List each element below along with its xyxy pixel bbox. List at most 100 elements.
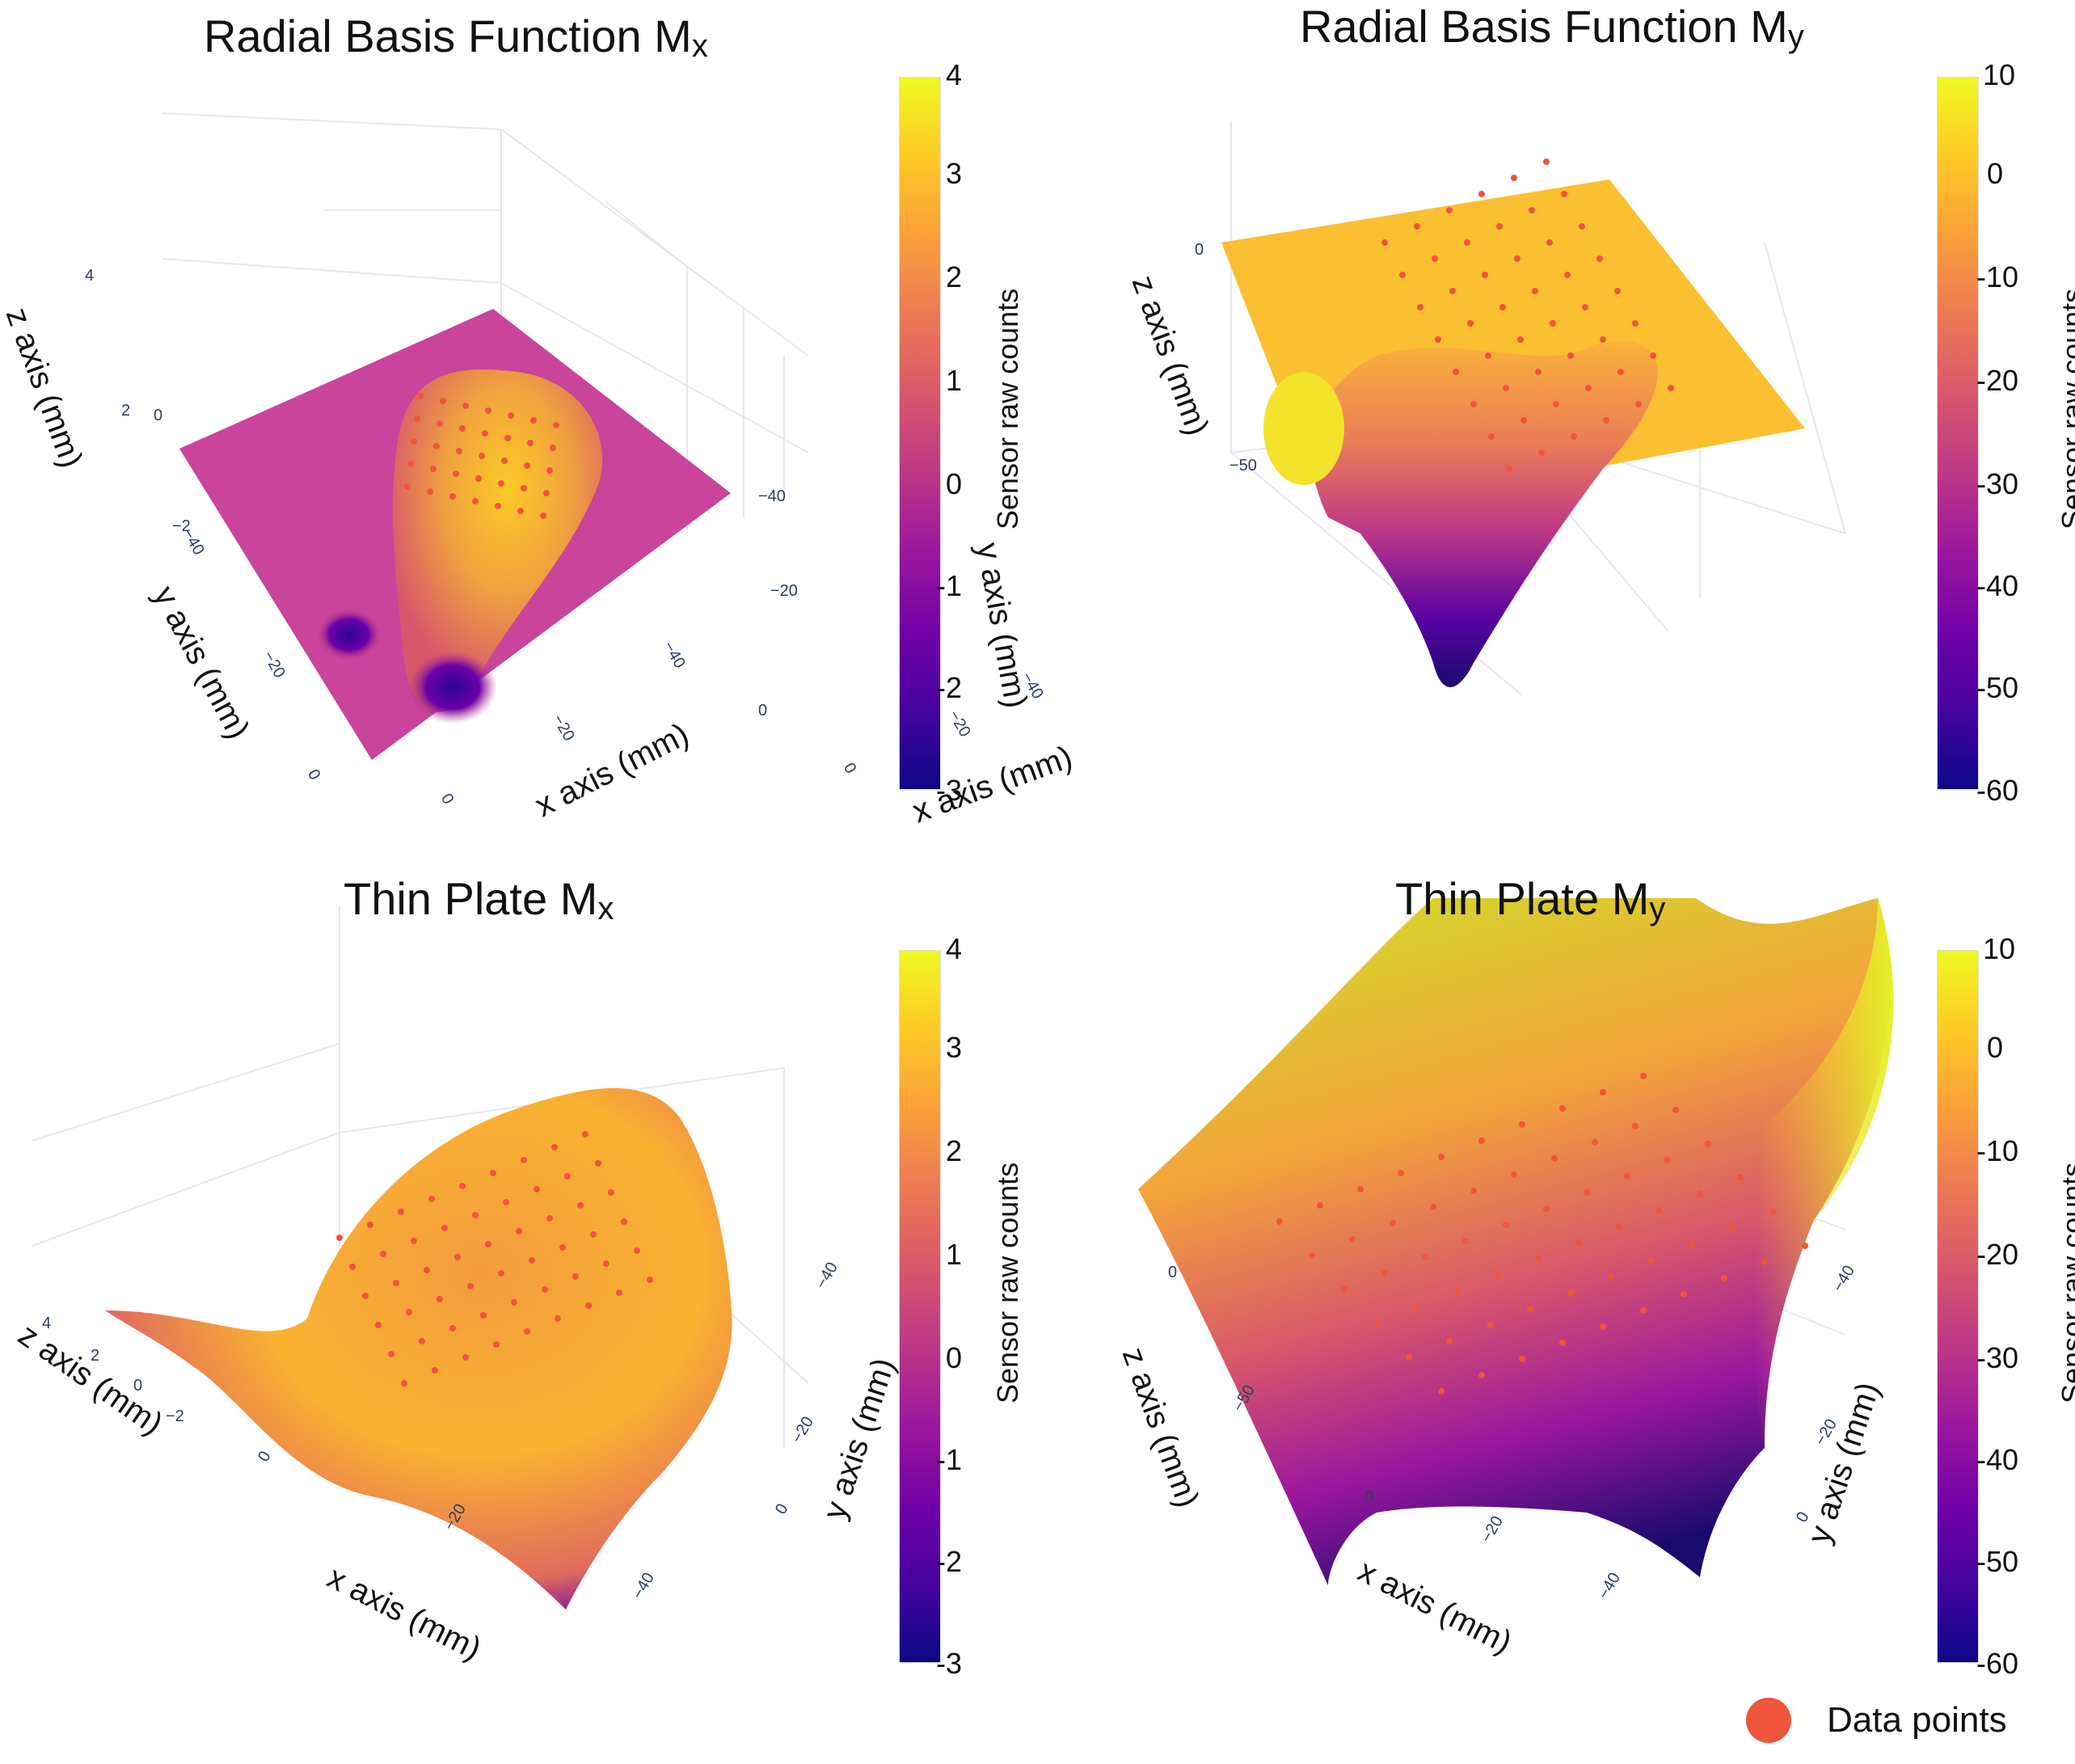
data-point — [1559, 1340, 1566, 1346]
data-point — [1514, 255, 1520, 262]
data-point — [456, 448, 462, 454]
data-point — [479, 453, 485, 459]
y-tick: −40 — [758, 487, 786, 505]
data-point — [380, 1251, 386, 1257]
data-point — [1398, 1170, 1404, 1176]
data-point — [603, 1260, 609, 1267]
data-point — [1309, 1252, 1315, 1259]
z-tick: 0 — [1195, 241, 1204, 259]
data-point — [427, 488, 433, 495]
data-point — [449, 1325, 456, 1331]
data-point — [508, 412, 514, 419]
colorbar-tick: 10 — [1983, 932, 2016, 965]
colorbar-tick: -20 — [1976, 1238, 2019, 1271]
data-point — [367, 1222, 373, 1228]
data-point — [1511, 1171, 1517, 1178]
colorbar-tick: -10 — [1976, 1134, 2019, 1167]
data-point — [417, 393, 424, 399]
data-point — [336, 1234, 343, 1241]
data-point — [440, 398, 446, 404]
data-point — [504, 435, 511, 441]
surface-plot — [32, 906, 809, 1610]
colorbar-tick: -40 — [1976, 569, 2019, 602]
data-points — [1381, 158, 1674, 472]
data-point — [1454, 1288, 1461, 1294]
data-point — [1635, 401, 1642, 407]
data-point — [647, 1277, 653, 1283]
data-point — [1550, 320, 1556, 327]
data-point — [1632, 1123, 1638, 1129]
data-point — [608, 1189, 614, 1196]
colorbar-tick: -3 — [936, 1647, 963, 1680]
colorbar-tick: 3 — [946, 157, 963, 190]
z-tick: −50 — [1229, 457, 1257, 475]
data-point — [1543, 158, 1550, 165]
data-point — [1561, 191, 1567, 197]
data-point — [490, 1170, 496, 1176]
data-point — [1640, 1307, 1647, 1314]
data-point — [524, 462, 530, 469]
data-point — [388, 1351, 394, 1357]
colorbar — [1937, 950, 1979, 1663]
data-point — [527, 440, 534, 446]
data-point — [441, 1225, 448, 1231]
chart-rbf-my: Radial Basis Function My Sensor raw coun… — [758, 0, 2075, 882]
data-point — [453, 471, 459, 477]
colorbar-tick: -3 — [936, 774, 963, 807]
z-tick: 0 — [154, 407, 163, 424]
colorbar-title: Sensor raw counts — [2056, 1162, 2075, 1403]
data-point — [1520, 417, 1527, 424]
data-point — [1614, 288, 1621, 294]
data-point — [406, 1309, 412, 1315]
data-point — [1406, 1354, 1412, 1361]
data-point — [546, 1215, 553, 1222]
data-point — [472, 498, 479, 504]
data-point — [634, 1247, 640, 1254]
data-point — [1517, 336, 1524, 343]
colorbar-tick: 0 — [1987, 1031, 2004, 1064]
data-point — [482, 430, 488, 437]
data-point — [411, 1238, 417, 1244]
data-point — [493, 1341, 500, 1348]
data-point — [590, 1231, 597, 1238]
data-point — [585, 1302, 592, 1309]
data-point — [1446, 207, 1453, 213]
colorbar — [899, 950, 941, 1663]
data-point — [1600, 1089, 1606, 1095]
data-point — [1737, 1175, 1744, 1181]
chart-title: Thin Plate Mx — [344, 873, 614, 926]
data-point — [1485, 352, 1491, 359]
data-point — [530, 417, 537, 424]
data-point — [485, 407, 491, 414]
surface-plot — [161, 112, 809, 760]
data-point — [501, 458, 508, 464]
colorbar-title: Sensor raw counts — [2056, 288, 2075, 530]
data-point — [1341, 1286, 1347, 1293]
data-point — [621, 1218, 627, 1225]
data-point — [1538, 449, 1545, 456]
data-point — [543, 490, 550, 496]
chart-thin-plate-my: Thin Plate My Sensor raw counts 10 0 -10… — [1037, 873, 2075, 1764]
z-tick: 0 — [1168, 1264, 1178, 1281]
y-tick: −20 — [770, 582, 798, 600]
data-point — [1608, 1273, 1614, 1280]
colorbar-tick: 1 — [946, 364, 963, 397]
data-point — [1478, 1137, 1485, 1144]
data-point — [529, 1257, 535, 1264]
data-point — [564, 1173, 571, 1180]
colorbar-tick: -20 — [1976, 364, 2019, 397]
data-point — [1705, 1141, 1711, 1147]
data-point — [1381, 239, 1388, 246]
data-point — [1802, 1243, 1808, 1249]
surface-plot — [1221, 121, 1846, 696]
data-point — [1632, 320, 1638, 327]
data-point — [1656, 1207, 1663, 1213]
data-point — [1617, 369, 1624, 375]
colorbar-tick: -40 — [1976, 1443, 2019, 1476]
colorbar-tick: -50 — [1976, 1545, 2019, 1578]
data-point — [1559, 1105, 1566, 1112]
data-point — [1503, 385, 1509, 391]
data-point — [414, 416, 420, 422]
data-point — [1582, 304, 1588, 310]
data-point — [362, 1293, 369, 1299]
